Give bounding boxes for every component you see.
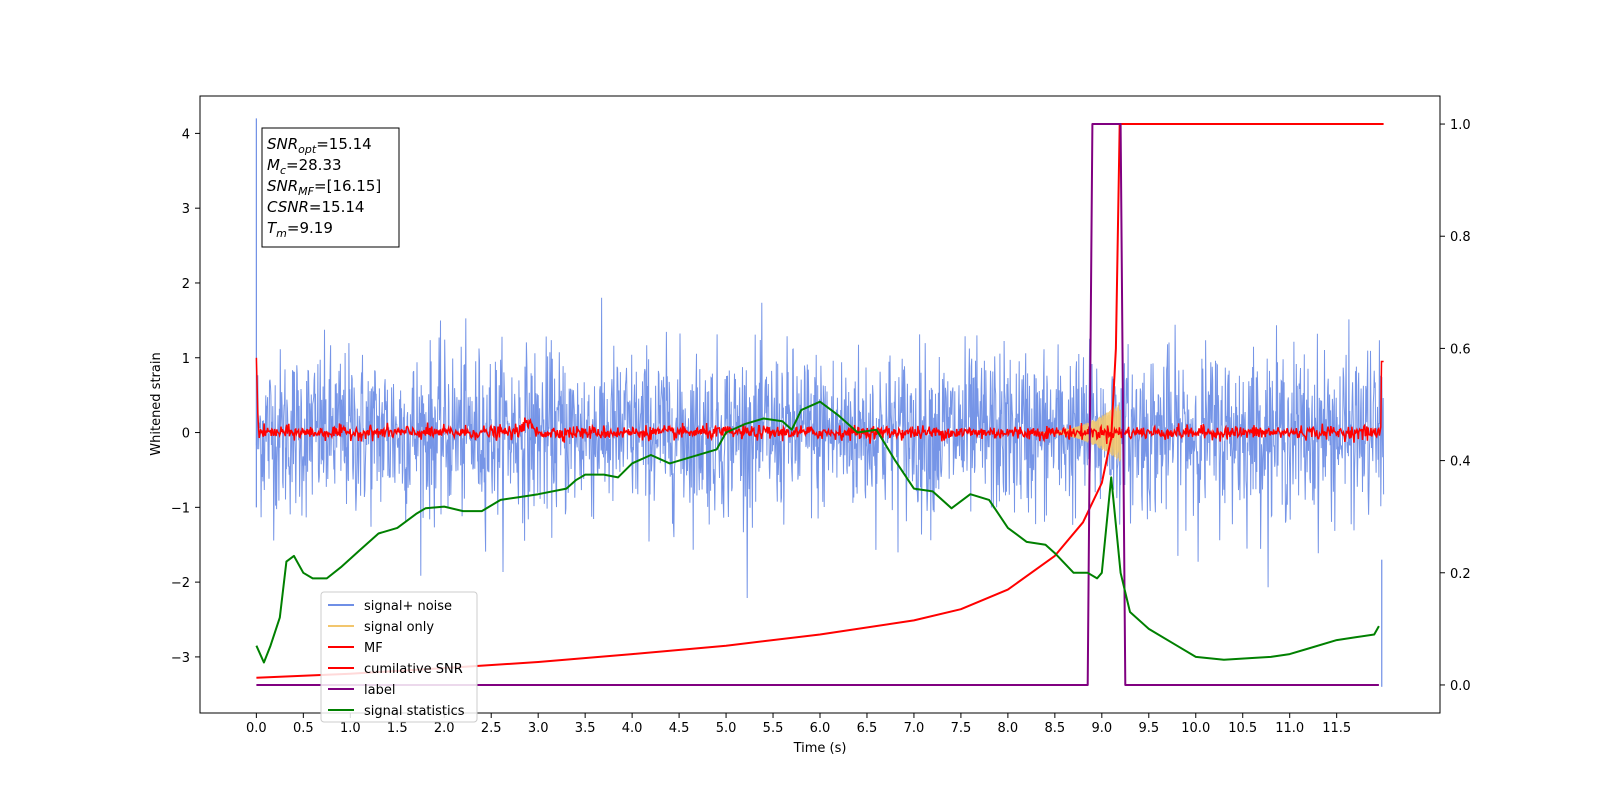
y-axis-right: 0.0 0.2 0.4 0.6 0.8 1.0 (1440, 118, 1471, 694)
x-tick-label: 7.0 (904, 721, 925, 736)
y-axis-label: Whitened strain (149, 352, 164, 455)
data-layer (255, 118, 1385, 687)
x-tick-label: 5.5 (763, 721, 784, 736)
x-tick-label: 11.5 (1322, 721, 1351, 736)
info-box-frame (261, 127, 400, 248)
y-tick-label: 0 (182, 427, 190, 442)
info-box-line: SNRMF=[16.15] (267, 177, 381, 198)
x-tick-label: 1.0 (340, 721, 361, 736)
legend-label: label (364, 683, 395, 698)
y-tick-label: 3 (182, 202, 190, 217)
x-tick-label: 2.5 (481, 721, 502, 736)
x-tick-label: 0.0 (246, 721, 267, 736)
y-axis-left: −3 −2 −1 0 1 2 3 4 (171, 127, 200, 666)
y2-tick-label: 0.8 (1450, 230, 1471, 245)
x-tick-label: 5.0 (716, 721, 737, 736)
x-tick-label: 4.0 (622, 721, 643, 736)
legend: signal+ noise signal only MF cumilative SNR… (320, 591, 478, 723)
y2-tick-label: 0.0 (1450, 679, 1471, 694)
x-tick-label: 4.5 (669, 721, 690, 736)
x-tick-label: 3.5 (575, 721, 596, 736)
x-tick-label: 6.5 (857, 721, 878, 736)
x-tick-label: 10.0 (1181, 721, 1210, 736)
x-tick-label: 2.0 (434, 721, 455, 736)
series-line-signal-statistics (255, 400, 1380, 664)
info-box-line: Tm=9.19 (267, 219, 333, 240)
legend-label: signal+ noise (364, 599, 452, 614)
legend-label: MF (364, 641, 383, 656)
series-line-signal-noise (255, 297, 1385, 599)
info-box-line: CSNR=15.14 (267, 198, 364, 216)
x-tick-label: 10.5 (1228, 721, 1257, 736)
y2-tick-label: 1.0 (1450, 118, 1471, 133)
y-tick-label: −1 (171, 501, 190, 516)
info-box-line: Mc=28.33 (267, 156, 342, 177)
x-tick-label: 7.5 (951, 721, 972, 736)
x-tick-label: 0.5 (293, 721, 314, 736)
y-tick-label: 4 (182, 127, 190, 142)
legend-label: signal statistics (364, 704, 465, 719)
legend-label: cumilative SNR (364, 662, 463, 677)
info-box-line: SNRopt=15.14 (267, 135, 372, 156)
x-axis: 0.0 0.5 1.0 1.5 2.0 2.5 3.0 3.5 4.0 4.5 5.0 5.5 6.0 6… (246, 713, 1351, 736)
series-line-mf (255, 357, 1384, 444)
x-tick-label: 11.0 (1275, 721, 1304, 736)
x-tick-label: 9.5 (1138, 721, 1159, 736)
legend-label: signal only (364, 620, 434, 635)
series-line-cumulative-snr (256, 123, 1384, 679)
y2-tick-label: 0.6 (1450, 342, 1471, 357)
x-tick-label: 3.0 (528, 721, 549, 736)
y2-tick-label: 0.4 (1450, 455, 1471, 470)
x-axis-label: Time (s) (793, 741, 847, 756)
y-tick-label: 2 (182, 277, 190, 292)
y2-tick-label: 0.2 (1450, 567, 1471, 582)
x-tick-label: 1.5 (387, 721, 408, 736)
y-tick-label: −3 (171, 651, 190, 666)
x-tick-label: 8.5 (1045, 721, 1066, 736)
x-tick-label: 6.0 (810, 721, 831, 736)
info-box: SNRopt=15.14Mc=28.33SNRMF=[16.15]CSNR=15… (261, 127, 400, 248)
x-tick-label: 8.0 (998, 721, 1019, 736)
series-line-label (256, 123, 1379, 686)
y-tick-label: 1 (182, 352, 190, 367)
legend-frame (320, 591, 478, 723)
x-tick-label: 9.0 (1091, 721, 1112, 736)
y-tick-label: −2 (171, 576, 190, 591)
